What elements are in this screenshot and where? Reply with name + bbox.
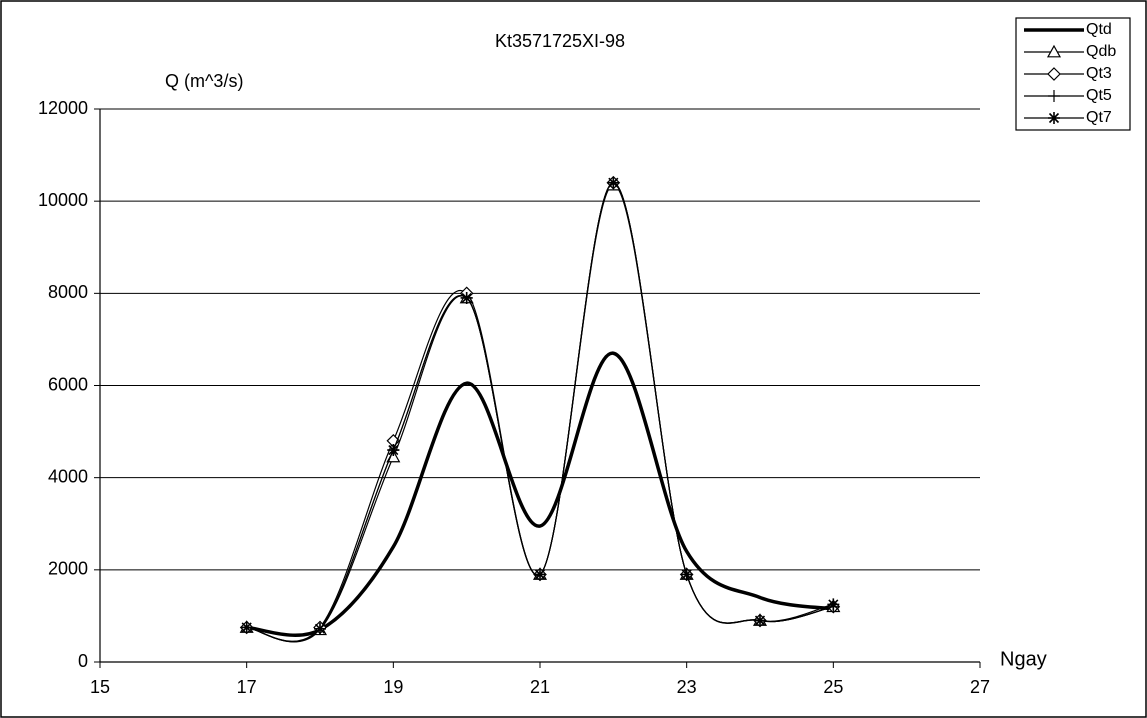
y-tick-label: 4000 [48, 466, 88, 486]
marker [607, 176, 620, 189]
y-tick-label: 0 [78, 651, 88, 671]
y-axis-label: Q (m^3/s) [165, 71, 243, 91]
legend-label: Qtd [1086, 21, 1112, 38]
marker [314, 622, 326, 635]
marker [534, 568, 546, 581]
y-tick-label: 2000 [48, 559, 88, 579]
x-tick-label: 23 [677, 677, 697, 697]
marker [754, 614, 766, 627]
y-tick-label: 10000 [38, 190, 88, 210]
x-axis-label: Ngay [1000, 648, 1047, 670]
x-tick-label: 19 [383, 677, 403, 697]
legend-label: Qdb [1086, 43, 1116, 60]
series-line [246, 182, 834, 643]
x-tick-label: 27 [970, 677, 990, 697]
marker [680, 568, 693, 581]
x-tick-label: 15 [90, 677, 110, 697]
y-tick-label: 12000 [38, 98, 88, 118]
x-tick-label: 21 [530, 677, 550, 697]
legend: Qtd Qdb Qt3 Qt5 Qt7 [1015, 17, 1131, 131]
series-line [246, 351, 834, 637]
y-tick-label: 8000 [48, 282, 88, 302]
marker [1048, 90, 1060, 102]
legend-label: Qt5 [1086, 87, 1112, 104]
marker [1048, 112, 1060, 124]
marker [1047, 67, 1061, 81]
chart-title: Kt3571725XI-98 [495, 31, 625, 51]
y-tick-label: 6000 [48, 374, 88, 394]
x-tick-label: 17 [237, 677, 257, 697]
marker [460, 291, 473, 304]
marker [827, 598, 840, 611]
x-tick-label: 25 [823, 677, 843, 697]
legend-label: Qt3 [1086, 65, 1112, 82]
legend-label: Qt7 [1086, 109, 1112, 126]
marker [1046, 44, 1062, 58]
marker [387, 444, 400, 457]
marker [240, 621, 253, 634]
